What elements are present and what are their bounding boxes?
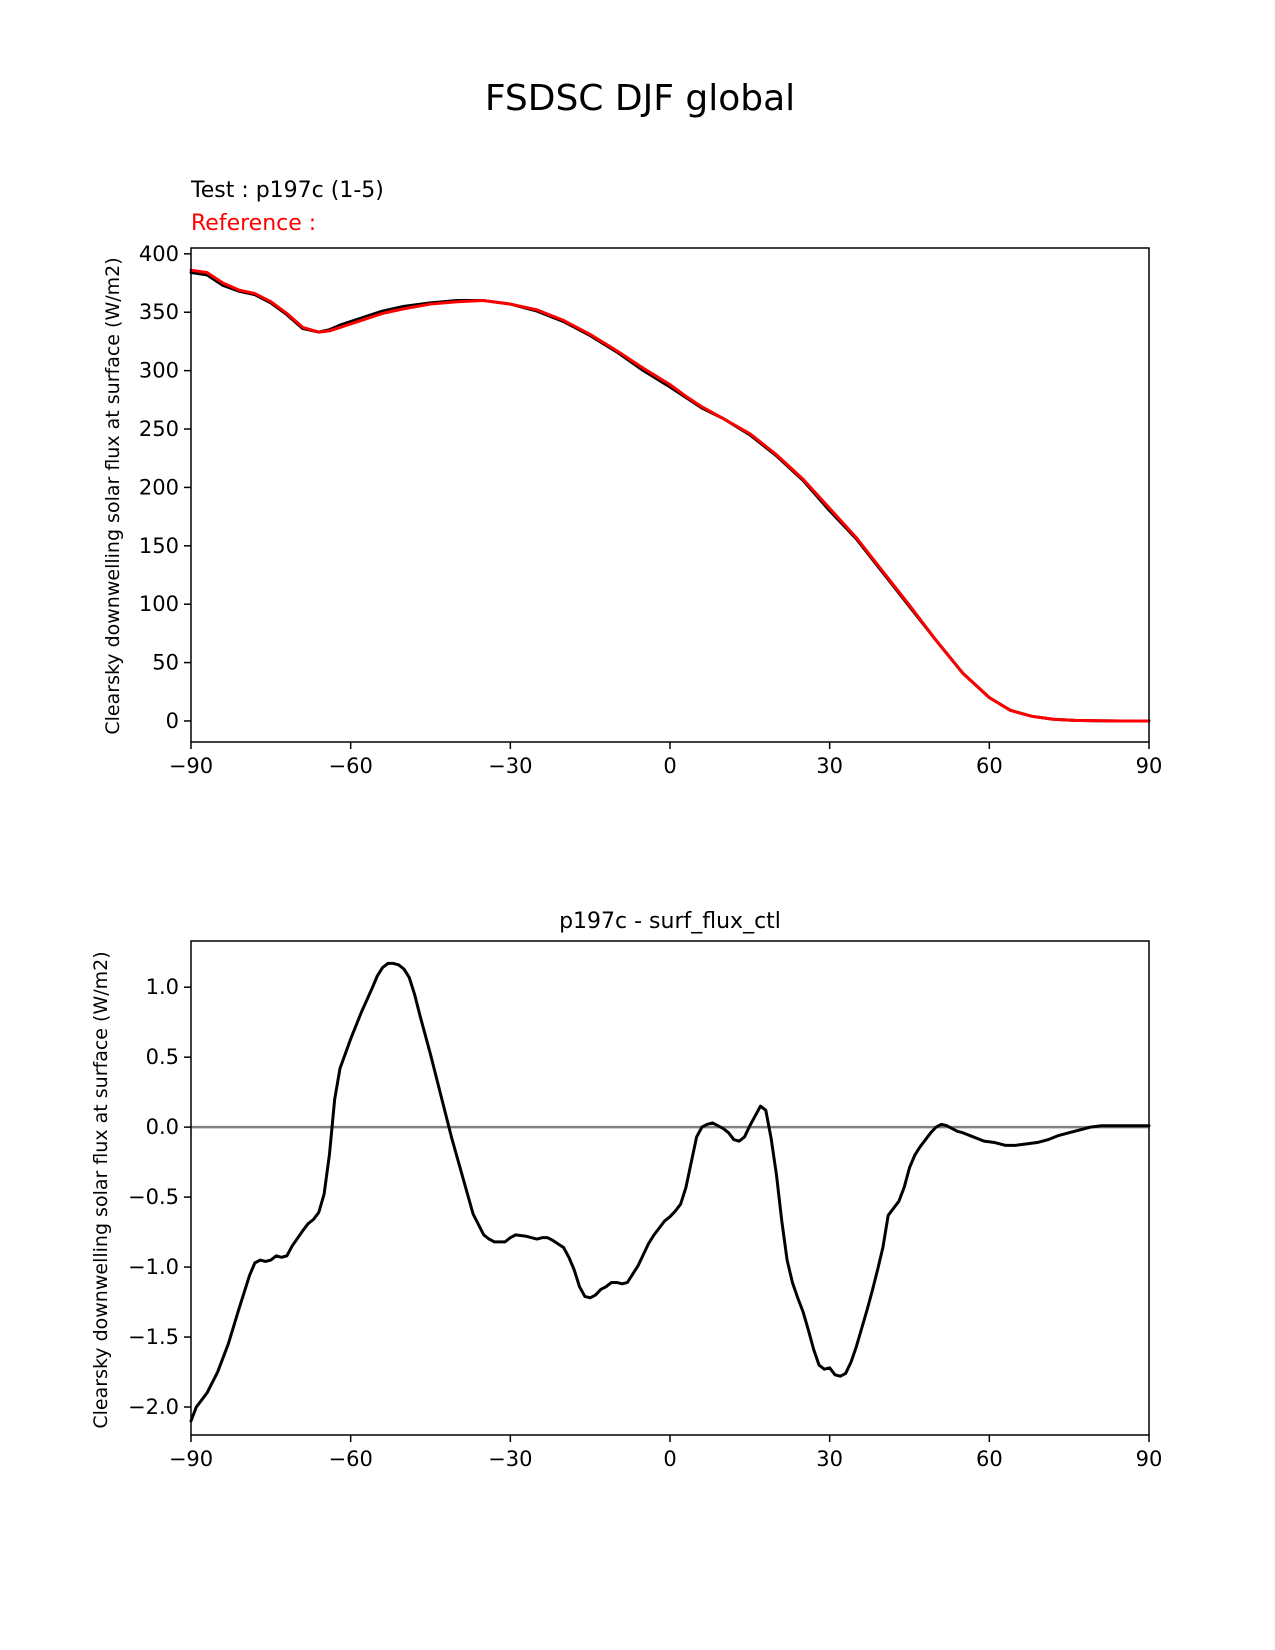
top-y-tick-label: 350 — [139, 300, 179, 324]
top-y-tick-label: 100 — [139, 592, 179, 616]
bottom-x-tick-label: 60 — [976, 1447, 1003, 1471]
bottom-x-tick-label: −90 — [169, 1447, 213, 1471]
legend-reference-text: Reference : — [191, 211, 316, 236]
bottom-axes-ticks: −90 −60 −30 0 30 60 90 −2.0 −1.5 −1.0 −0.5 0.0 0.5 1.… — [128, 975, 1162, 1471]
top-series-line-1 — [189, 268, 1151, 723]
top-axes-ticks: −90 −60 −30 0 30 60 90 0 50 100 150 200 250 300 350 400 — [139, 242, 1162, 778]
top-x-tick-label: −60 — [329, 754, 373, 778]
top-x-tick-label: −30 — [488, 754, 532, 778]
bottom-line-chart: p197c - surf_flux_ctl Clearsky downwelli… — [90, 909, 1162, 1471]
top-y-tick-label: 300 — [139, 359, 179, 383]
top-axes-frame — [190, 247, 1150, 743]
bottom-x-tick-label: 0 — [663, 1447, 676, 1471]
bottom-y-tick-label: −1.5 — [128, 1325, 179, 1349]
bottom-y-tick-label: −0.5 — [128, 1185, 179, 1209]
bottom-x-tick-label: 90 — [1136, 1447, 1163, 1471]
top-y-tick-label: 400 — [139, 242, 179, 266]
bottom-axes-frame — [190, 940, 1150, 1436]
bottom-x-tick-label: 30 — [816, 1447, 843, 1471]
legend-test-text: Test : p197c (1-5) — [190, 178, 384, 203]
top-y-tick-label: 200 — [139, 475, 179, 499]
bottom-y-tick-label: 0.0 — [146, 1115, 179, 1139]
top-y-axis-label: Clearsky downwelling solar flux at surfa… — [102, 257, 124, 734]
bottom-series-group — [189, 961, 1151, 1423]
top-x-tick-label: 30 — [816, 754, 843, 778]
bottom-series-line-0 — [189, 961, 1151, 1423]
bottom-chart-title: p197c - surf_flux_ctl — [559, 909, 781, 934]
bottom-y-axis-label: Clearsky downwelling solar flux at surfa… — [90, 951, 112, 1428]
top-series-group — [189, 268, 1151, 723]
top-y-tick-label: 250 — [139, 417, 179, 441]
top-line-chart: Test : p197c (1-5) Reference : Clearsky … — [102, 178, 1162, 778]
bottom-y-tick-label: 0.5 — [146, 1045, 179, 1069]
figure-title: FSDSC DJF global — [485, 78, 795, 119]
top-x-tick-label: 60 — [976, 754, 1003, 778]
bottom-x-tick-label: −30 — [488, 1447, 532, 1471]
top-x-tick-label: −90 — [169, 754, 213, 778]
bottom-y-tick-label: −1.0 — [128, 1255, 179, 1279]
top-x-tick-label: 90 — [1136, 754, 1163, 778]
top-y-tick-label: 150 — [139, 534, 179, 558]
top-y-tick-label: 50 — [152, 651, 179, 675]
top-y-tick-label: 0 — [166, 709, 179, 733]
bottom-y-tick-label: −2.0 — [128, 1395, 179, 1419]
bottom-x-tick-label: −60 — [329, 1447, 373, 1471]
top-x-tick-label: 0 — [663, 754, 676, 778]
bottom-y-tick-label: 1.0 — [146, 975, 179, 999]
